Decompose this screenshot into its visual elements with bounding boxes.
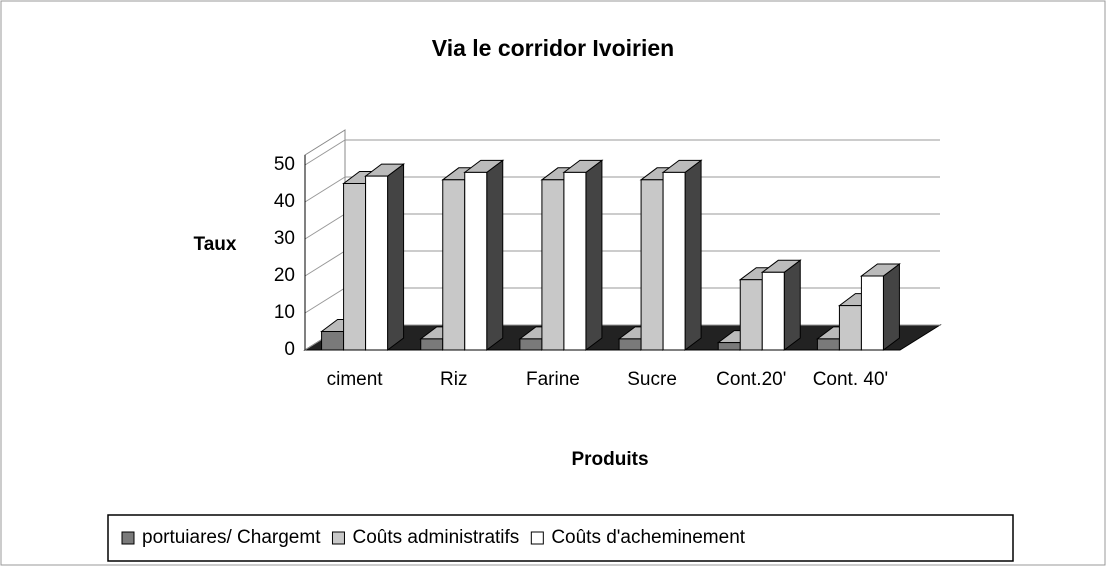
x-tick-label: ciment [327, 369, 384, 390]
bar-front [442, 179, 466, 351]
bar-front [365, 175, 389, 351]
y-tick-label: 0 [284, 339, 295, 360]
bar [661, 159, 703, 351]
bar-side [684, 159, 702, 351]
bar-side [486, 159, 504, 351]
x-tick-label: Farine [526, 369, 580, 390]
bar-front [816, 338, 840, 351]
bar-front [662, 171, 686, 351]
x-axis-title: Produits [571, 449, 648, 470]
legend-box [107, 514, 1014, 562]
legend-swatch [530, 531, 544, 545]
x-tick-label: Cont.20' [716, 369, 786, 390]
grid-line [304, 139, 940, 166]
bar-side [387, 163, 405, 351]
bar-front [563, 171, 587, 351]
bar-front [541, 179, 565, 351]
x-tick-label: Cont. 40' [813, 369, 888, 390]
x-tick-label: Riz [440, 369, 467, 390]
back-wall [304, 129, 346, 351]
legend-swatch [331, 531, 345, 545]
bar [562, 159, 604, 351]
legend-label: Coûts d'acheminement [551, 527, 745, 548]
bar [760, 259, 802, 351]
bar-front [860, 275, 884, 351]
bar-side [783, 259, 801, 351]
bar-front [618, 338, 642, 351]
bar-front [838, 305, 862, 351]
bar-front [739, 279, 763, 351]
bar-front [519, 338, 543, 351]
bar-front [464, 171, 488, 351]
grid-line [304, 176, 940, 203]
bar [463, 159, 505, 351]
bar-front [717, 342, 741, 351]
chart-title: Via le corridor Ivoirien [432, 35, 674, 61]
bar [859, 263, 901, 351]
y-tick-label: 10 [274, 302, 295, 323]
bar-front [321, 331, 345, 351]
bar-front [761, 271, 785, 351]
bar-side [882, 263, 900, 351]
y-tick-label: 30 [274, 228, 295, 249]
bar-front [640, 179, 664, 351]
bar [364, 163, 406, 351]
legend-label: portuiares/ Chargemt [142, 527, 321, 548]
bar-side [585, 159, 603, 351]
x-tick-label: Sucre [627, 369, 677, 390]
y-axis-title: Taux [194, 234, 237, 255]
y-tick-label: 50 [274, 154, 295, 175]
legend-label: Coûts administratifs [352, 527, 519, 548]
bar-front [343, 183, 367, 351]
legend-swatch [121, 531, 135, 545]
bar-front [420, 338, 444, 351]
y-tick-label: 40 [274, 191, 295, 212]
y-tick-label: 20 [274, 265, 295, 286]
